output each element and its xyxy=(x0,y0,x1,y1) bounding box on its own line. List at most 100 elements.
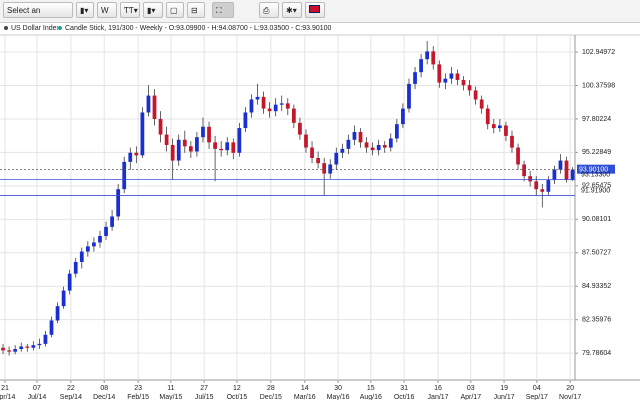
candle-body xyxy=(443,78,448,83)
candle-body xyxy=(407,83,411,109)
x-tick-sublabel: Oct/16 xyxy=(394,394,415,400)
x-tick-sublabel: Jul/15 xyxy=(195,394,214,400)
x-tick-label: 19 xyxy=(500,385,508,392)
x-tick-label: 23 xyxy=(134,385,142,392)
x-tick-sublabel: Jan/17 xyxy=(428,394,449,400)
candle-body xyxy=(104,226,108,236)
candle-body xyxy=(540,189,545,192)
candle-body xyxy=(98,235,102,243)
candle-body xyxy=(1,347,5,351)
x-tick-label: 07 xyxy=(33,385,41,392)
candle-body xyxy=(188,146,193,152)
y-tick-label: 87.50727 xyxy=(582,250,611,257)
y-tick-label: 92.65475 xyxy=(582,183,611,190)
candle-body xyxy=(413,72,417,84)
candle-body xyxy=(13,349,18,352)
candle-body xyxy=(449,73,454,79)
x-tick-sublabel: Jun/17 xyxy=(494,394,515,400)
candle-body xyxy=(61,290,66,307)
candle-body xyxy=(564,160,569,181)
x-tick-sublabel: Dec/15 xyxy=(260,394,282,400)
candle-body xyxy=(285,103,290,109)
y-tick-label: 82.35976 xyxy=(582,317,611,324)
candle-body xyxy=(358,131,363,143)
y-tick-label: 84.93352 xyxy=(582,283,611,290)
candle-body xyxy=(195,137,199,152)
candle-body xyxy=(304,134,308,148)
candle-body xyxy=(467,85,472,91)
fullscreen-button[interactable]: ⛶ xyxy=(212,2,234,18)
series-dot xyxy=(58,26,62,30)
candle-body xyxy=(370,147,375,151)
candle-body xyxy=(273,104,278,112)
candle-body xyxy=(79,251,84,262)
candle-body xyxy=(388,138,393,148)
candle-body xyxy=(243,112,248,129)
candle-body xyxy=(25,346,30,348)
y-tick-label: 100.37598 xyxy=(582,82,615,89)
candle-body xyxy=(298,122,302,135)
price-label-box xyxy=(577,164,615,174)
candle-body xyxy=(219,148,224,151)
y-tick-label: 102.94972 xyxy=(582,49,615,56)
candle-body xyxy=(134,152,139,156)
style-button[interactable]: ▮▾ xyxy=(143,2,163,18)
candle-body xyxy=(522,164,526,177)
y-tick-label: 97.80224 xyxy=(582,116,611,123)
candle-body xyxy=(461,79,466,86)
candle-body xyxy=(352,131,357,140)
candle-body xyxy=(122,161,127,190)
price-label: 93.90100 xyxy=(579,167,608,174)
price-label: 93.13300 xyxy=(581,171,610,178)
x-tick-label: 16 xyxy=(434,385,442,392)
y-tick-label: 95.22849 xyxy=(582,149,611,156)
x-tick-sublabel: Aug/16 xyxy=(360,394,382,400)
candle-body xyxy=(279,103,284,105)
x-tick-label: 31 xyxy=(400,385,408,392)
chart-type-button[interactable]: ▮▾ xyxy=(76,2,94,18)
x-tick-sublabel: Apr/17 xyxy=(460,394,481,400)
candle-body xyxy=(552,169,557,181)
candle-body xyxy=(37,343,42,346)
candle-body xyxy=(213,142,217,149)
indicator-button[interactable]: ƬƬ▾ xyxy=(120,2,140,18)
candle-body xyxy=(419,59,423,73)
print-button[interactable]: ⎙ xyxy=(259,2,279,18)
candle-body xyxy=(146,95,151,113)
candle-body xyxy=(249,99,254,113)
x-tick-sublabel: May/15 xyxy=(159,394,182,400)
y-tick-label: 79.78604 xyxy=(582,350,611,357)
chart-info: Candle Stick, 191/300 - Weekly - O:93.09… xyxy=(65,25,332,32)
candle-body xyxy=(207,126,211,143)
candle-body xyxy=(49,320,54,335)
x-tick-sublabel: Sep/14 xyxy=(60,394,82,400)
candle-body xyxy=(170,144,175,161)
candle-body xyxy=(158,118,163,135)
title-dot xyxy=(4,26,8,30)
candle-body xyxy=(431,51,436,65)
x-tick-label: 28 xyxy=(267,385,275,392)
zoom-button[interactable]: ⊟ xyxy=(187,2,205,18)
candle-body xyxy=(497,125,502,129)
candle-body xyxy=(110,216,114,227)
x-tick-label: 27 xyxy=(200,385,208,392)
candle-body xyxy=(176,139,181,161)
x-tick-sublabel: Nov/17 xyxy=(559,394,581,400)
candle-body xyxy=(116,189,121,217)
candle-body xyxy=(346,139,351,149)
candle-body xyxy=(225,142,230,151)
candle-body xyxy=(510,135,514,148)
settings-button[interactable]: ✱▾ xyxy=(282,2,302,18)
x-tick-sublabel: May/16 xyxy=(327,394,350,400)
candle-body xyxy=(558,160,563,170)
chart-background xyxy=(0,23,640,400)
candle-body xyxy=(437,64,442,83)
x-tick-label: 12 xyxy=(233,385,241,392)
candle-body xyxy=(376,144,381,151)
candle-body xyxy=(31,345,36,348)
x-tick-label: 30 xyxy=(334,385,342,392)
x-tick-label: 11 xyxy=(167,385,174,392)
candle-body xyxy=(7,350,11,352)
candle-body xyxy=(291,108,296,123)
draw-button[interactable]: ▢ xyxy=(166,2,184,18)
